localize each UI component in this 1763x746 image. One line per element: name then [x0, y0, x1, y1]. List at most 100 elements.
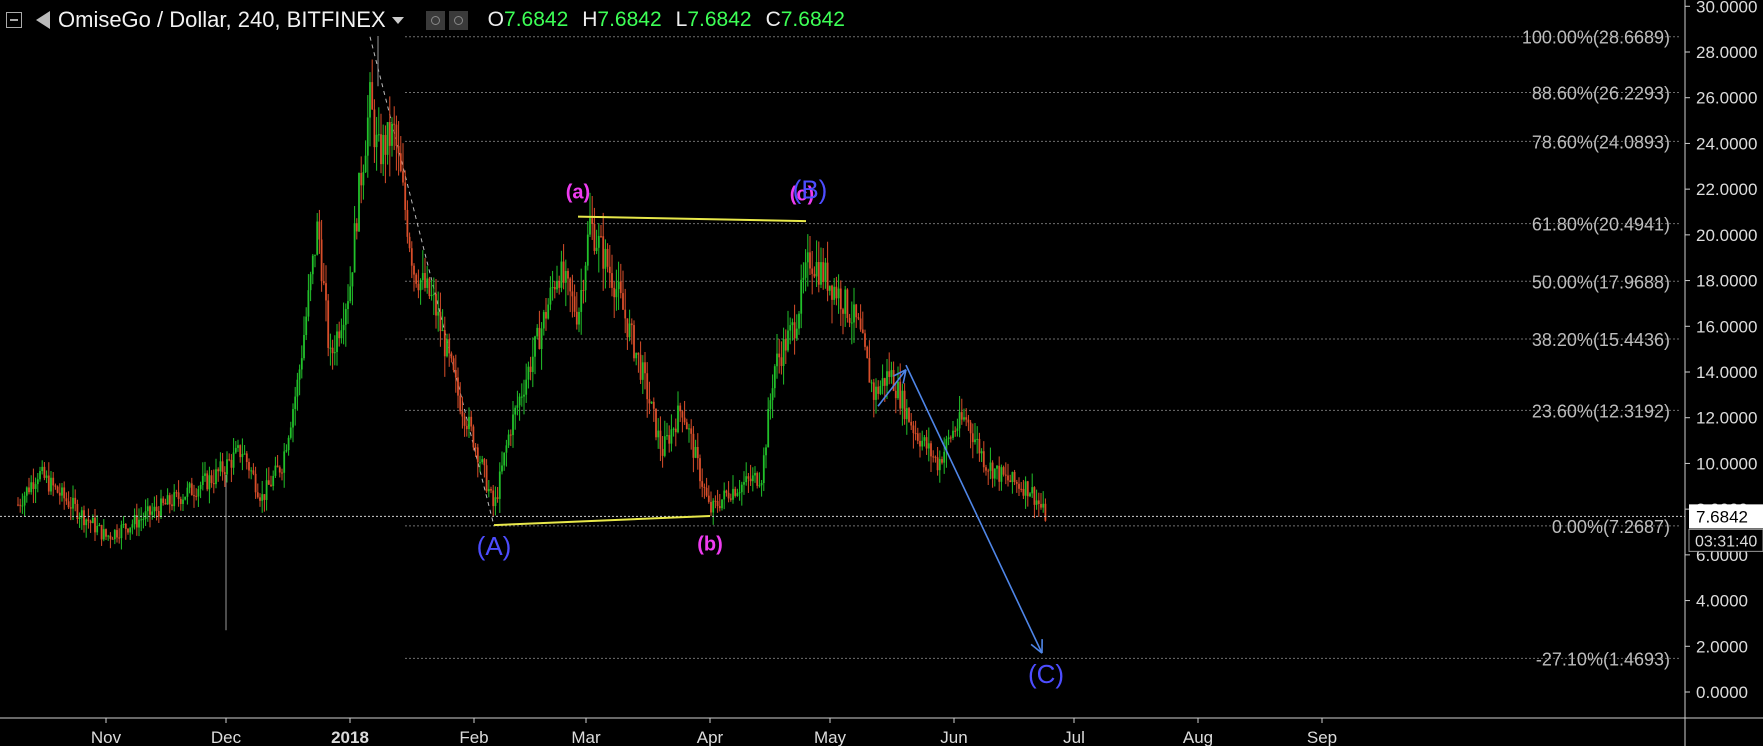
candle-body — [50, 477, 52, 492]
candle-body — [72, 497, 74, 509]
candle-body — [692, 433, 695, 458]
candle-body — [978, 438, 981, 454]
candle-body — [982, 451, 985, 468]
candle-body — [1018, 483, 1020, 489]
candle-body — [61, 487, 63, 496]
candle-body — [206, 473, 209, 490]
candle-body — [285, 450, 288, 452]
candle-body — [707, 495, 710, 502]
candle-body — [767, 408, 770, 448]
candle-body — [945, 439, 948, 452]
candle-body — [226, 459, 228, 475]
candle-body — [853, 304, 855, 323]
candle-body — [250, 470, 253, 472]
candle-body — [701, 481, 704, 487]
candle-body — [472, 426, 475, 448]
candle-body — [197, 489, 200, 497]
high-key: H — [582, 8, 598, 31]
y-tick-label: 14.0000 — [1696, 363, 1757, 382]
candle-body — [124, 523, 127, 529]
last-price-badge[interactable] — [1689, 504, 1763, 529]
close-value: 7.6842 — [780, 8, 845, 31]
candle-body — [239, 445, 242, 458]
candle-body — [509, 434, 512, 436]
candle-body — [903, 390, 906, 420]
candle-body — [976, 438, 979, 440]
chevron-down-icon[interactable] — [391, 16, 404, 24]
candle-body — [190, 483, 193, 496]
candle-body — [910, 421, 913, 426]
wave-label: (b) — [697, 533, 723, 555]
candle-body — [311, 255, 314, 275]
drawings[interactable] — [0, 215, 1685, 654]
arrow-line[interactable] — [905, 364, 1043, 654]
candle-body — [140, 519, 143, 521]
candle-body — [419, 280, 422, 291]
candle-body — [659, 430, 662, 449]
fibonacci-retracement[interactable]: 100.00%(28.6689) 88.60%(26.2293) 78.60%(24… — [369, 28, 1679, 670]
candle-body — [241, 454, 244, 458]
candle-body — [617, 281, 620, 290]
candle-body — [883, 378, 886, 386]
candle-body — [362, 172, 365, 186]
candle-body — [523, 394, 525, 397]
candle-body — [582, 290, 585, 292]
candle-body — [806, 252, 809, 263]
candle-body — [652, 401, 655, 409]
candle-body — [954, 430, 957, 432]
candle-body — [87, 519, 90, 522]
candle-body — [505, 445, 508, 453]
candle-body — [17, 504, 19, 506]
candle-body — [815, 262, 818, 277]
y-tick-label: 4.0000 — [1696, 592, 1748, 611]
collapse-button[interactable] — [6, 12, 22, 28]
candle-body — [105, 529, 107, 537]
candle-body — [725, 490, 728, 493]
candle-body — [987, 470, 990, 472]
candle-body — [923, 437, 926, 441]
candle-body — [974, 439, 976, 443]
candle-body — [811, 268, 814, 274]
candle-body — [773, 366, 776, 389]
candle-body — [593, 223, 596, 252]
trendline[interactable] — [577, 215, 807, 223]
candle-body — [1013, 472, 1016, 483]
x-tick-label: Sep — [1307, 728, 1337, 746]
candle-body — [186, 487, 189, 497]
candle-body — [507, 434, 510, 446]
candle-body — [608, 266, 611, 274]
candle-body — [364, 155, 367, 173]
candle-body — [408, 236, 411, 249]
candle-body — [287, 437, 290, 451]
candle-body — [998, 465, 1001, 482]
candle-body — [184, 496, 187, 500]
x-tick-label: Mar — [571, 728, 601, 746]
trendline[interactable] — [493, 515, 711, 527]
candle-body — [463, 416, 466, 426]
candle-body — [558, 280, 561, 288]
candle-body — [965, 417, 968, 420]
candle-body — [782, 339, 785, 366]
candle-body — [201, 475, 204, 485]
candle-body — [188, 483, 191, 488]
candle-body — [578, 311, 580, 325]
candle-body — [340, 330, 343, 339]
candle-body — [371, 82, 374, 110]
fib-level-label: 38.20%(15.4436) — [1532, 330, 1670, 350]
candle-body — [369, 82, 371, 118]
candle-body — [820, 262, 822, 285]
settings-icon[interactable] — [448, 10, 468, 30]
eye-icon[interactable] — [425, 10, 445, 30]
candle-body — [586, 234, 589, 266]
candle-body — [721, 499, 723, 509]
y-tick-label: 24.0000 — [1696, 134, 1757, 153]
candle-body — [674, 428, 677, 433]
y-tick-label: 16.0000 — [1696, 317, 1757, 336]
candle-body — [168, 495, 171, 505]
candle-body — [380, 134, 382, 165]
symbol-title[interactable]: OmiseGo / Dollar, 240, BITFINEX — [58, 7, 386, 32]
arrow-line[interactable] — [877, 369, 907, 407]
candle-body — [175, 492, 178, 494]
